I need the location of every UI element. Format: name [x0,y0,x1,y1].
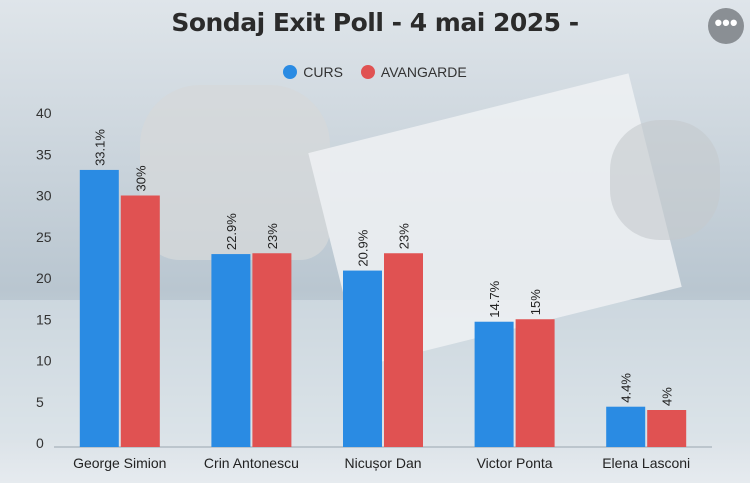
bar-curs-2[interactable] [343,270,382,447]
bar-curs-0[interactable] [79,169,119,448]
bar-curs-4[interactable] [606,406,646,447]
data-label: 20.9% [356,229,371,266]
chart-title: Sondaj Exit Poll - 4 mai 2025 - [171,8,579,37]
data-label: 4.4% [619,373,634,403]
y-tick-label: 35 [36,146,52,162]
y-tick-label: 25 [36,229,52,245]
data-label: 30% [133,165,148,191]
bar-avangarde-0[interactable] [120,195,160,448]
data-label: 14.7% [487,280,502,317]
x-category-label: George Simion [73,455,166,471]
bar-avangarde-1[interactable] [252,253,292,447]
y-tick-label: 10 [36,353,52,369]
bar-avangarde-2[interactable] [384,253,423,447]
chart-legend: CURS AVANGARDE [0,64,750,80]
legend-item-curs[interactable]: CURS [283,64,343,80]
legend-label-curs: CURS [303,64,343,80]
legend-swatch-curs [283,65,298,79]
y-tick-label: 5 [36,394,44,410]
data-label: 23% [397,223,412,249]
more-options-button[interactable]: ••• [708,8,744,44]
bar-avangarde-4[interactable] [647,410,687,447]
legend-swatch-avangarde [360,65,375,79]
x-category-label: Crin Antonescu [204,455,299,471]
legend-item-avangarde[interactable]: AVANGARDE [360,64,467,80]
data-label: 15% [528,289,543,315]
data-label: 23% [265,223,280,249]
bar-avangarde-3[interactable] [515,319,555,447]
data-label: 4% [660,387,675,406]
bar-curs-3[interactable] [474,321,514,447]
y-tick-label: 15 [36,311,52,327]
y-tick-label: 30 [36,188,52,204]
x-category-label: Nicușor Dan [344,455,421,471]
y-tick-label: 20 [36,270,52,286]
data-label: 33.1% [92,129,107,166]
bar-curs-1[interactable] [211,254,251,447]
y-tick-label: 0 [36,435,44,451]
x-category-label: Victor Ponta [477,455,553,471]
legend-label-avangarde: AVANGARDE [380,64,467,80]
data-label: 22.9% [224,213,239,250]
x-category-label: Elena Lasconi [602,455,690,471]
y-tick-label: 40 [36,105,52,121]
